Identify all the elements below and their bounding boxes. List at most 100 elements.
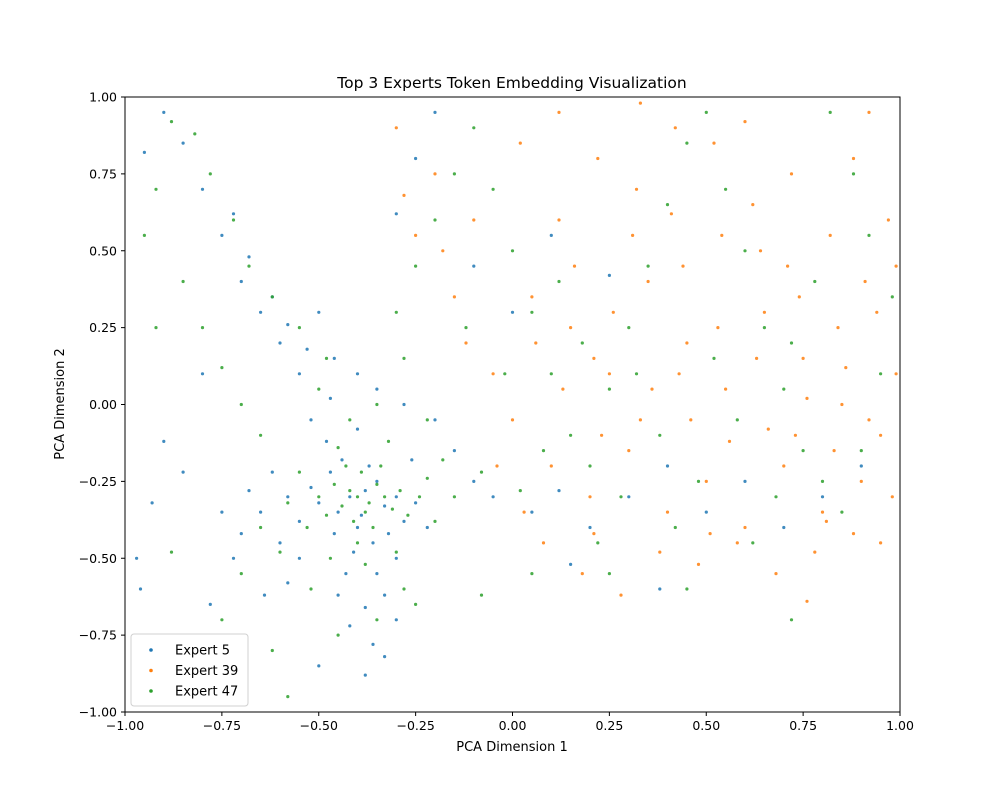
data-point bbox=[696, 562, 701, 567]
data-point bbox=[704, 510, 708, 514]
data-point bbox=[646, 279, 650, 284]
data-point bbox=[634, 187, 639, 191]
data-point bbox=[491, 372, 495, 376]
data-point bbox=[414, 156, 418, 161]
data-point bbox=[239, 279, 243, 284]
y-tick-label: 1.00 bbox=[89, 90, 117, 105]
data-point bbox=[336, 593, 340, 597]
data-point bbox=[665, 510, 670, 514]
data-point bbox=[231, 556, 236, 560]
data-point bbox=[530, 510, 534, 514]
data-point bbox=[305, 525, 309, 530]
data-point bbox=[452, 449, 456, 453]
data-point bbox=[592, 356, 596, 360]
data-point bbox=[344, 464, 348, 468]
legend-entry: Expert 5 bbox=[175, 644, 230, 659]
data-point bbox=[181, 470, 185, 474]
data-point bbox=[317, 387, 321, 391]
data-point bbox=[441, 249, 445, 253]
y-tick-label: 0.00 bbox=[89, 397, 117, 412]
data-point bbox=[716, 326, 720, 330]
data-point bbox=[751, 541, 755, 545]
data-point bbox=[588, 464, 592, 468]
data-point bbox=[402, 356, 406, 360]
data-point bbox=[386, 439, 391, 443]
data-point bbox=[549, 372, 553, 376]
data-point bbox=[297, 372, 301, 376]
data-point bbox=[328, 396, 332, 400]
data-point bbox=[247, 264, 251, 268]
data-point bbox=[363, 489, 367, 493]
data-point bbox=[743, 479, 747, 483]
data-point bbox=[220, 510, 224, 514]
data-point bbox=[801, 356, 805, 360]
data-point bbox=[658, 550, 662, 554]
legend-marker bbox=[149, 668, 153, 673]
data-point bbox=[169, 550, 174, 554]
data-point bbox=[774, 495, 778, 499]
data-point bbox=[348, 418, 352, 422]
data-point bbox=[414, 602, 418, 607]
data-point bbox=[220, 233, 224, 237]
data-point bbox=[193, 132, 197, 136]
data-point bbox=[278, 541, 282, 545]
data-point bbox=[727, 439, 732, 443]
data-point bbox=[309, 418, 313, 422]
data-point bbox=[572, 264, 577, 268]
data-point bbox=[479, 593, 484, 597]
y-axis-label: PCA Dimension 2 bbox=[53, 348, 68, 459]
data-point bbox=[569, 433, 573, 437]
x-tick-label: −1.00 bbox=[106, 718, 144, 733]
data-point bbox=[371, 525, 375, 530]
data-point bbox=[685, 141, 689, 145]
data-point bbox=[766, 427, 770, 431]
x-tick-label: 0.50 bbox=[692, 718, 720, 733]
data-point bbox=[154, 187, 158, 191]
data-point bbox=[332, 532, 336, 536]
data-point bbox=[820, 510, 825, 514]
data-point bbox=[782, 464, 786, 468]
data-point bbox=[239, 572, 243, 576]
data-point bbox=[782, 387, 786, 391]
data-point bbox=[472, 264, 476, 268]
data-point bbox=[879, 541, 883, 545]
data-point bbox=[414, 501, 418, 505]
series-expert-2 bbox=[142, 110, 894, 699]
data-point bbox=[270, 295, 274, 299]
data-point bbox=[371, 642, 375, 647]
data-point bbox=[433, 172, 437, 176]
data-point bbox=[402, 193, 406, 197]
data-point bbox=[890, 495, 894, 499]
x-tick-label: −0.75 bbox=[203, 718, 241, 733]
data-point bbox=[592, 532, 596, 536]
data-point bbox=[588, 525, 592, 530]
data-point bbox=[375, 402, 379, 407]
data-point bbox=[627, 495, 631, 499]
data-point bbox=[386, 532, 391, 536]
data-point bbox=[367, 501, 371, 505]
data-point bbox=[363, 562, 367, 567]
data-point bbox=[510, 249, 515, 253]
data-point bbox=[658, 587, 662, 591]
data-point bbox=[297, 326, 301, 330]
y-tick-label: −0.50 bbox=[79, 551, 117, 566]
chart-title: Top 3 Experts Token Embedding Visualizat… bbox=[336, 74, 686, 92]
legend: Expert 5 Expert 39 Expert 47 bbox=[130, 633, 249, 707]
data-point bbox=[580, 341, 584, 345]
data-point bbox=[631, 233, 635, 237]
data-point bbox=[658, 433, 662, 437]
data-point bbox=[851, 172, 856, 176]
data-point bbox=[359, 513, 363, 517]
data-point bbox=[336, 510, 340, 514]
data-point bbox=[142, 150, 146, 154]
data-point bbox=[522, 510, 526, 514]
data-point bbox=[297, 519, 301, 524]
legend-entry: Expert 39 bbox=[175, 664, 238, 679]
data-point bbox=[704, 479, 708, 483]
data-point bbox=[239, 402, 243, 407]
data-point bbox=[394, 556, 398, 560]
data-point bbox=[530, 295, 534, 299]
data-point bbox=[665, 203, 670, 207]
data-point bbox=[398, 489, 402, 493]
data-point bbox=[712, 141, 716, 145]
